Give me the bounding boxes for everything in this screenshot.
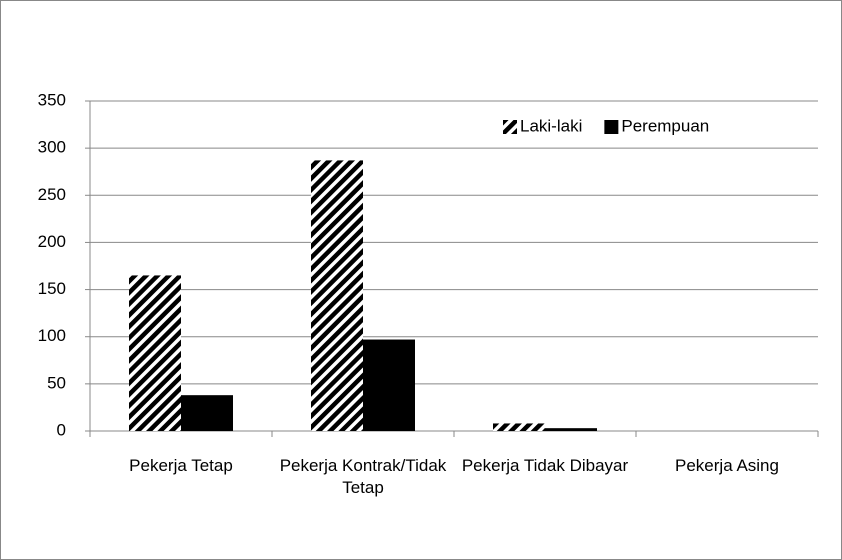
legend-label: Laki-laki [520, 116, 582, 135]
legend-swatch [604, 120, 619, 134]
y-tick-label: 250 [38, 185, 66, 204]
y-tick-label: 150 [38, 279, 66, 298]
bar [493, 423, 545, 431]
y-tick-label: 0 [57, 420, 66, 439]
x-tick-label: Pekerja Tidak Dibayar [461, 456, 629, 475]
x-tick-label: Pekerja Asing [675, 456, 779, 475]
y-tick-label: 200 [38, 232, 66, 251]
y-tick-label: 50 [47, 373, 66, 392]
bar [311, 160, 363, 431]
legend-swatch [503, 120, 517, 134]
bar [363, 339, 415, 431]
y-tick-label: 350 [38, 90, 66, 109]
bar [545, 428, 597, 431]
x-tick-label: Pekerja Tetap [129, 456, 233, 475]
bar [181, 395, 233, 431]
y-tick-label: 300 [38, 138, 66, 157]
bar [129, 275, 181, 431]
y-tick-label: 100 [38, 326, 66, 345]
legend-label: Perempuan [621, 116, 709, 135]
x-tick-label: Pekerja Kontrak/Tidak Tetap [279, 456, 447, 497]
